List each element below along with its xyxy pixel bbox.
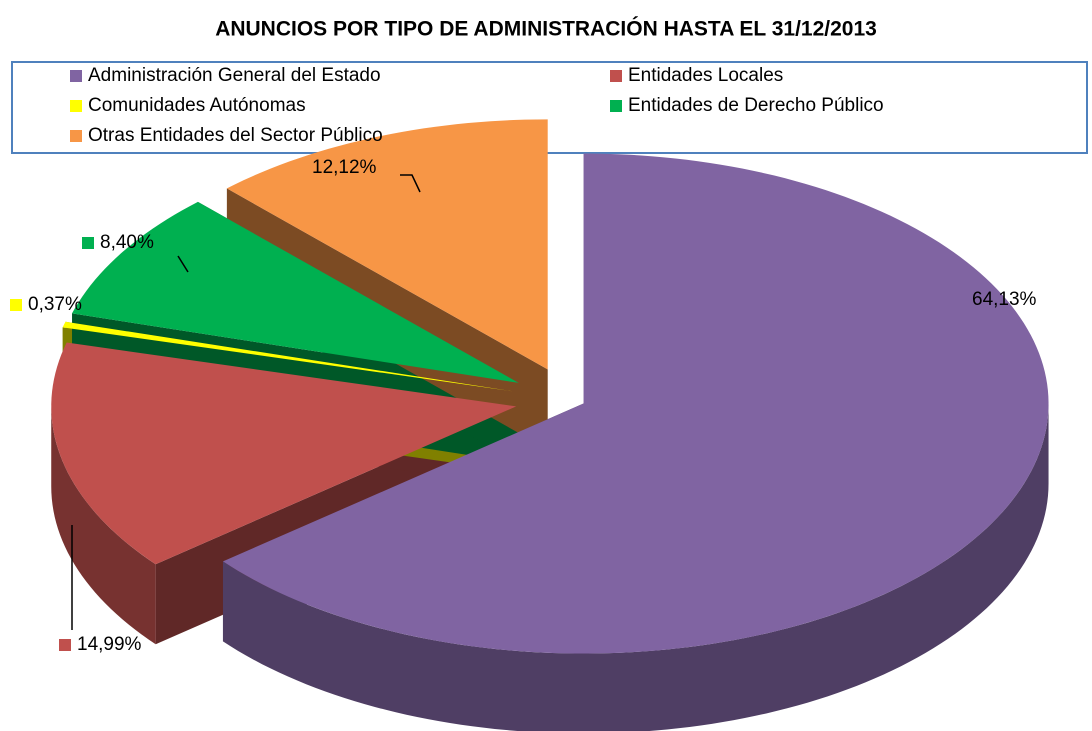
slice-side bbox=[222, 403, 1049, 731]
slice bbox=[222, 153, 1049, 654]
legend-swatch bbox=[610, 70, 622, 82]
data-label: 0,37% bbox=[28, 294, 82, 315]
leader-line bbox=[400, 174, 421, 193]
slice bbox=[226, 119, 548, 370]
legend-label: Entidades Locales bbox=[628, 65, 783, 86]
data-label: 14,99% bbox=[77, 634, 142, 655]
legend-swatch bbox=[70, 100, 82, 112]
leader-line bbox=[177, 255, 189, 273]
slice bbox=[62, 321, 513, 392]
labels: 64,13% 14,99% 0,37% 8,40% 12,12% bbox=[10, 157, 1037, 655]
chart-title: ANUNCIOS POR TIPO DE ADMINISTRACIÓN HAST… bbox=[215, 17, 877, 41]
data-label: 64,13% bbox=[972, 289, 1037, 310]
label-swatch bbox=[294, 162, 306, 174]
legend-swatch bbox=[70, 70, 82, 82]
slice-side bbox=[51, 406, 156, 645]
slice bbox=[51, 342, 517, 565]
data-label: 12,12% bbox=[312, 157, 377, 178]
legend-label: Administración General del Estado bbox=[88, 65, 381, 86]
legend-swatch bbox=[610, 100, 622, 112]
data-label: 8,40% bbox=[100, 232, 154, 253]
label-swatch bbox=[82, 237, 94, 249]
label-swatch bbox=[59, 639, 71, 651]
slice bbox=[72, 201, 519, 383]
legend-label: Comunidades Autónomas bbox=[88, 95, 306, 116]
legend-label: Otras Entidades del Sector Público bbox=[88, 125, 383, 146]
label-swatch bbox=[10, 299, 22, 311]
pie bbox=[51, 119, 1049, 731]
legend-swatch bbox=[70, 130, 82, 142]
legend-box bbox=[11, 61, 1088, 154]
legend-label: Entidades de Derecho Público bbox=[628, 95, 884, 116]
